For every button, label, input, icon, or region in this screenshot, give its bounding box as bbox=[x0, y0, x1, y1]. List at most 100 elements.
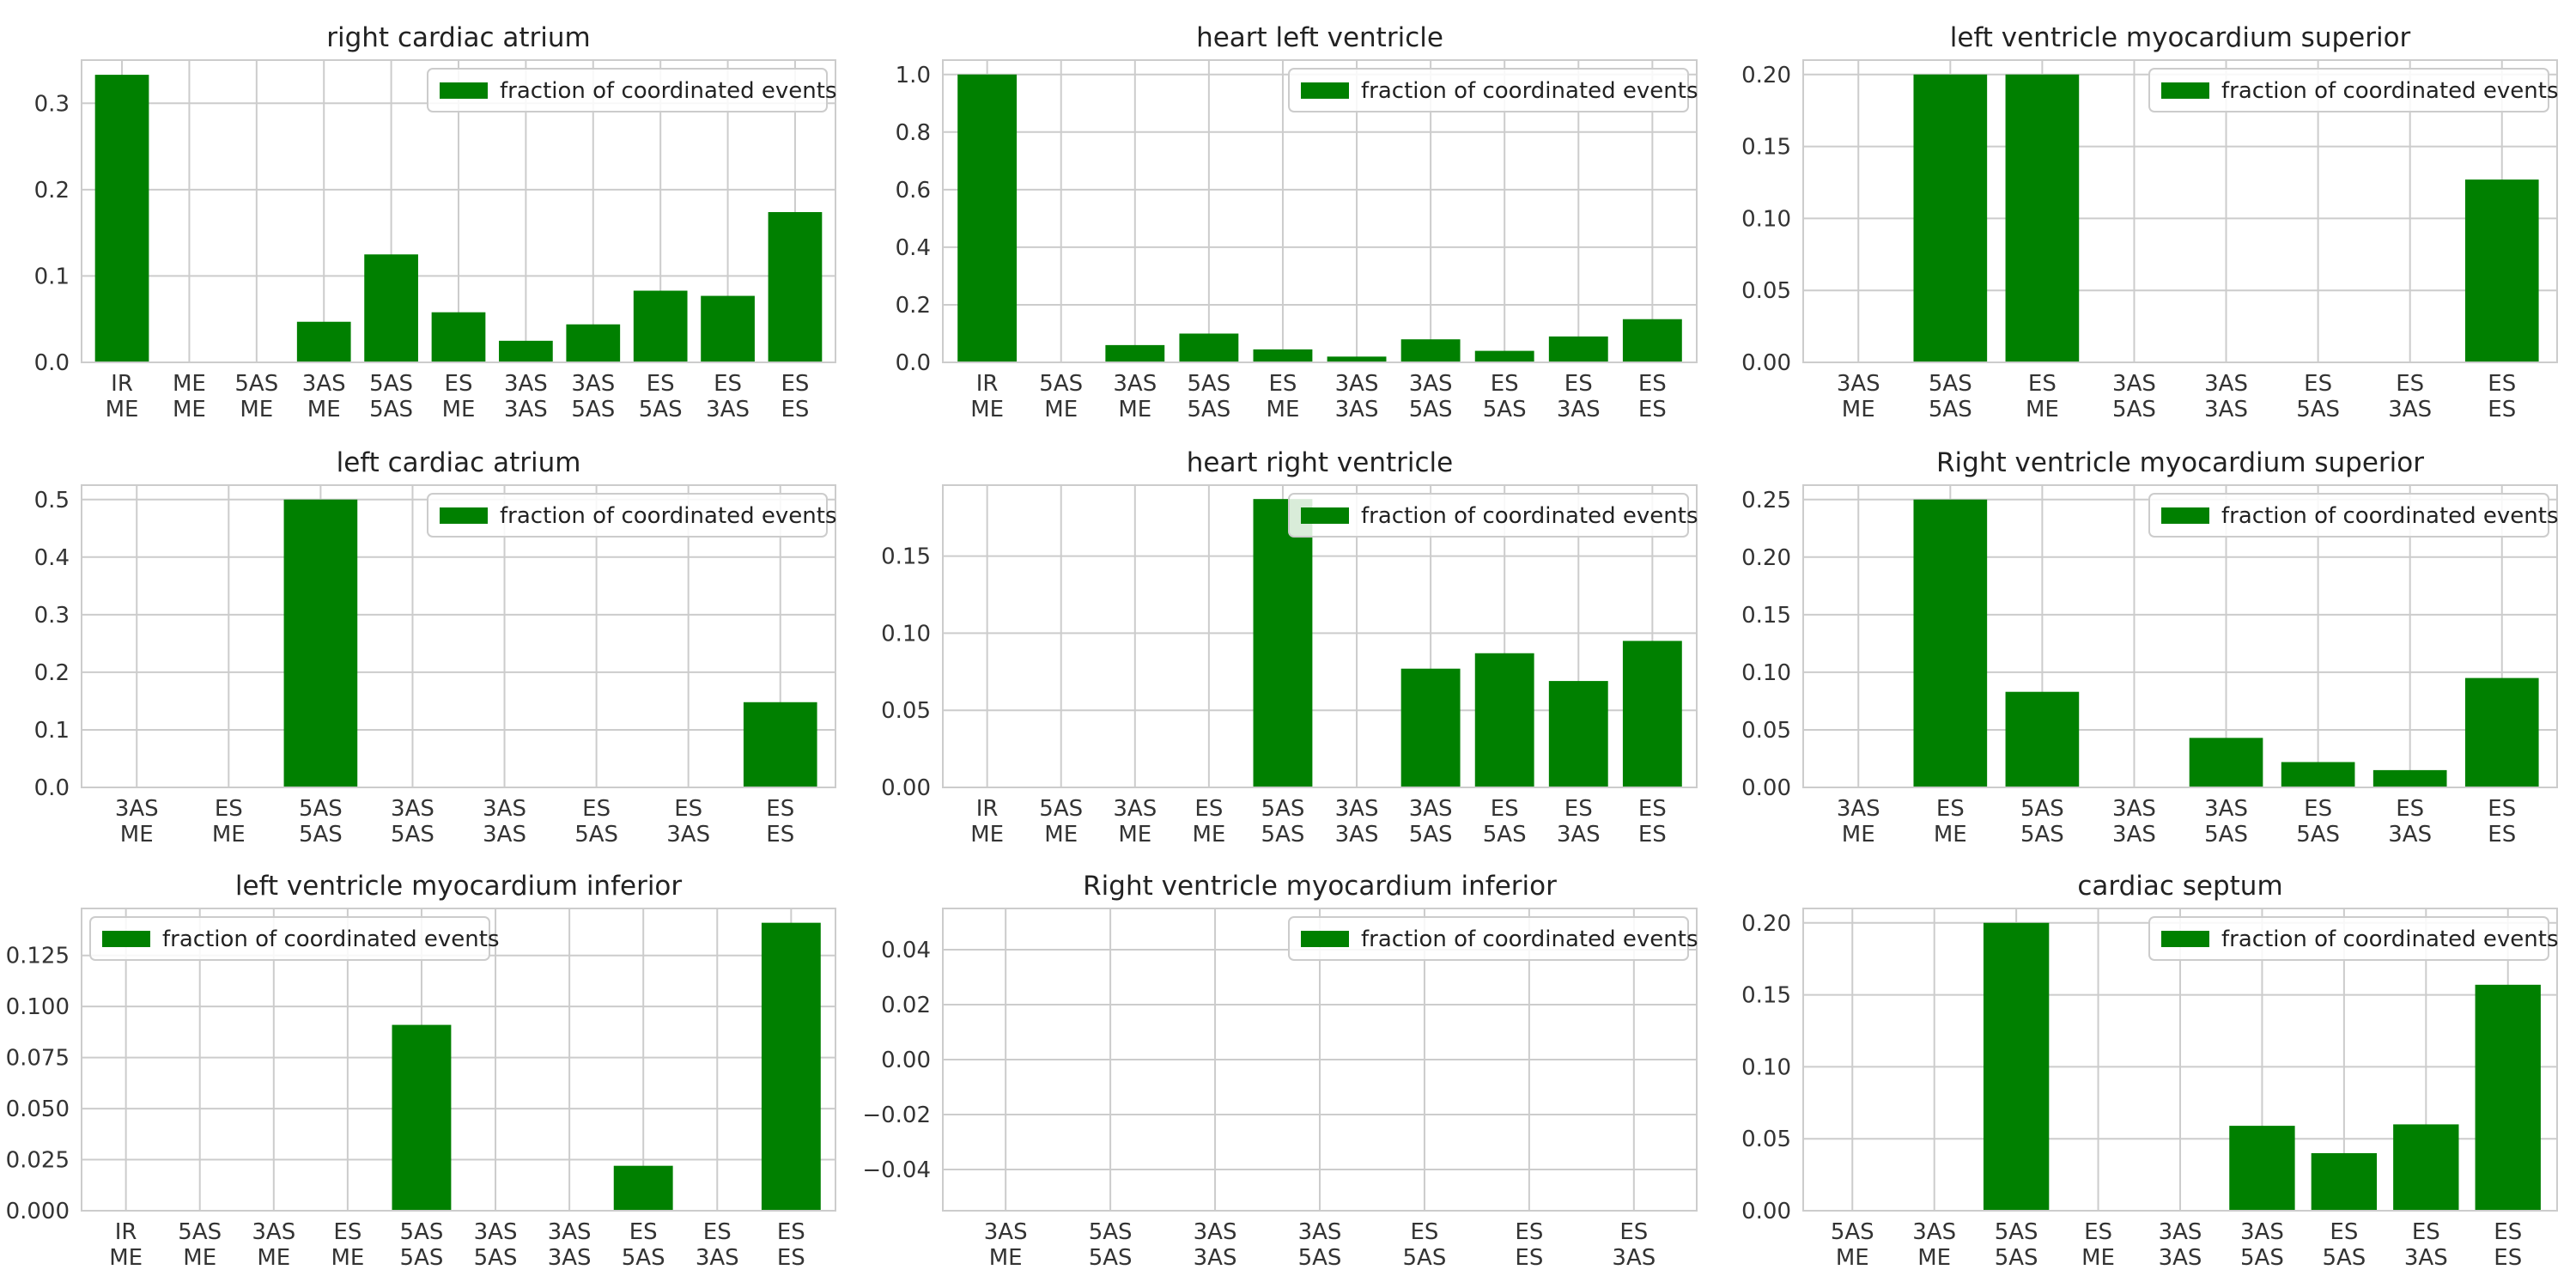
bar bbox=[1983, 922, 2050, 1211]
bar bbox=[2189, 738, 2263, 787]
y-tick-label: 0.10 bbox=[881, 621, 931, 647]
x-tick-label: 5AS bbox=[2296, 397, 2340, 422]
y-tick-label: 0.00 bbox=[881, 1048, 931, 1073]
legend-box bbox=[1288, 916, 1689, 961]
x-tick-label: 3AS bbox=[1409, 796, 1453, 822]
x-tick-label: 3AS bbox=[1912, 1219, 1956, 1245]
x-tick-label: ES bbox=[445, 371, 473, 397]
x-tick-label: ME bbox=[1836, 1245, 1869, 1271]
bar bbox=[768, 212, 823, 362]
x-tick-label: ES bbox=[1491, 371, 1519, 397]
y-tick-label: 0.8 bbox=[896, 120, 931, 146]
x-tick-label: 3AS bbox=[2204, 397, 2248, 422]
subplot-8: −0.04−0.020.000.020.043ASME5AS5AS3AS3AS3… bbox=[862, 871, 1698, 1271]
bar bbox=[364, 254, 418, 362]
bar bbox=[2475, 984, 2541, 1211]
x-tick-label: 3AS bbox=[548, 1245, 592, 1271]
x-tick-label: 5AS bbox=[2296, 822, 2340, 848]
x-tick-label: ME bbox=[120, 822, 154, 848]
axes-frame bbox=[1802, 484, 2558, 788]
y-tick-label: 0.3 bbox=[34, 603, 70, 629]
legend-label: fraction of coordinated events bbox=[1361, 78, 1698, 104]
axes-frame bbox=[942, 59, 1698, 363]
subplot-1: 0.00.10.20.3IRMEMEME5ASME3ASME5AS5ASESME… bbox=[34, 22, 837, 422]
x-tick-label: ME bbox=[1118, 822, 1151, 848]
x-tick-label: 5AS bbox=[400, 1245, 444, 1271]
x-tick-label: 5AS bbox=[1409, 397, 1453, 422]
x-tick-label: 3AS bbox=[252, 1219, 295, 1245]
x-tick-label: ES bbox=[1638, 397, 1667, 422]
x-tick-label: ME bbox=[240, 397, 273, 422]
x-tick-label: 5AS bbox=[1261, 822, 1305, 848]
bar bbox=[761, 922, 821, 1211]
y-tick-label: 0.6 bbox=[896, 178, 931, 204]
legend-label: fraction of coordinated events bbox=[2221, 927, 2559, 952]
x-tick-label: 3AS bbox=[1409, 371, 1453, 397]
x-tick-label: 3AS bbox=[1837, 371, 1880, 397]
x-tick-label: ES bbox=[766, 796, 794, 822]
bar bbox=[1474, 653, 1534, 787]
x-tick-label: 5AS bbox=[1831, 1219, 1874, 1245]
y-tick-label: 0.100 bbox=[6, 994, 70, 1020]
x-tick-label: ME bbox=[257, 1245, 290, 1271]
x-tick-label: 5AS bbox=[1298, 1245, 1342, 1271]
bar bbox=[1622, 319, 1682, 362]
x-tick-label: ES bbox=[674, 796, 702, 822]
x-tick-label: 3AS bbox=[1557, 397, 1601, 422]
y-tick-label: 0.10 bbox=[1741, 660, 1791, 686]
legend: fraction of coordinated events bbox=[2148, 916, 2559, 961]
x-tick-label: ES bbox=[2396, 371, 2424, 397]
x-tick-label: ES bbox=[582, 796, 611, 822]
x-tick-label: 5AS bbox=[299, 796, 343, 822]
bar bbox=[1179, 333, 1239, 362]
y-tick-label: 0.20 bbox=[1741, 545, 1791, 571]
x-tick-label: ME bbox=[2026, 397, 2059, 422]
bar bbox=[2005, 691, 2080, 787]
legend-swatch bbox=[1301, 82, 1349, 99]
y-tick-label: −0.02 bbox=[862, 1103, 931, 1128]
bar bbox=[566, 324, 621, 362]
subplot-title: Right ventricle myocardium inferior bbox=[1083, 871, 1557, 902]
x-tick-label: ES bbox=[2330, 1219, 2358, 1245]
legend-swatch bbox=[440, 507, 488, 524]
x-tick-label: 5AS bbox=[2240, 1245, 2284, 1271]
x-tick-label: ME bbox=[212, 822, 246, 848]
legend-label: fraction of coordinated events bbox=[1361, 927, 1698, 952]
x-tick-label: 5AS bbox=[369, 371, 413, 397]
y-tick-label: 0.00 bbox=[881, 775, 931, 801]
x-tick-label: ES bbox=[1515, 1245, 1543, 1271]
legend-swatch bbox=[1301, 507, 1349, 524]
x-tick-label: 5AS bbox=[2204, 822, 2248, 848]
subplot-6: 0.000.050.100.150.200.253ASMEESME5AS5AS3… bbox=[1741, 447, 2558, 848]
y-tick-label: 0.15 bbox=[1741, 603, 1791, 629]
bar bbox=[1105, 344, 1165, 362]
x-tick-label: 3AS bbox=[1335, 397, 1379, 422]
x-tick-label: ES bbox=[629, 1219, 658, 1245]
x-tick-label: ES bbox=[2084, 1219, 2112, 1245]
bar bbox=[1253, 499, 1313, 787]
bar bbox=[701, 295, 755, 362]
axes-frame bbox=[81, 59, 836, 363]
x-tick-label: IR bbox=[976, 796, 999, 822]
legend: fraction of coordinated events bbox=[2148, 493, 2559, 538]
x-tick-label: 3AS bbox=[696, 1245, 739, 1271]
x-tick-label: ES bbox=[2488, 796, 2516, 822]
x-tick-label: 3AS bbox=[504, 397, 548, 422]
x-tick-label: 3AS bbox=[2404, 1245, 2448, 1271]
x-tick-label: 3AS bbox=[1335, 796, 1379, 822]
x-tick-label: 5AS bbox=[639, 397, 683, 422]
subplot-title: heart right ventricle bbox=[1187, 447, 1453, 478]
legend-swatch bbox=[2161, 931, 2209, 947]
bar bbox=[2005, 74, 2080, 362]
x-tick-label: ME bbox=[442, 397, 476, 422]
x-tick-label: 5AS bbox=[1409, 822, 1453, 848]
subplot-9: 0.000.050.100.150.205ASME3ASME5AS5ASESME… bbox=[1741, 871, 2558, 1271]
x-tick-label: 3AS bbox=[2204, 371, 2248, 397]
bar bbox=[2311, 1152, 2378, 1211]
y-tick-label: 0.5 bbox=[34, 488, 70, 513]
y-tick-label: 0.05 bbox=[1741, 278, 1791, 304]
x-tick-label: ME bbox=[1842, 397, 1875, 422]
x-tick-label: 3AS bbox=[1113, 796, 1157, 822]
bar bbox=[499, 340, 553, 362]
